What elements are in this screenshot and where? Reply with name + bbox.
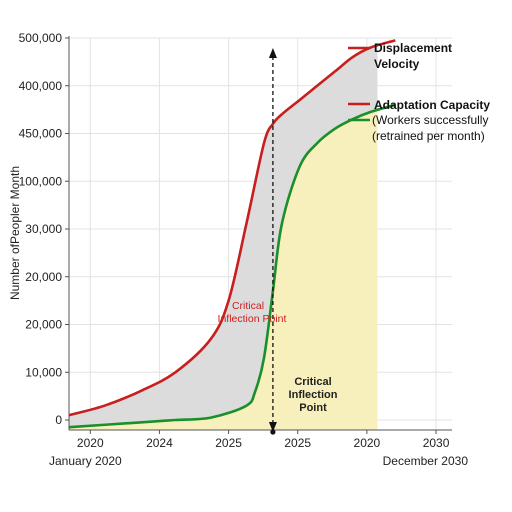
y-axis-ticks: 0 10,000 20,000 20,000 30,000 100,000 450,000 4… <box>19 31 69 427</box>
legend-label-displacement-2: Velocity <box>374 57 420 71</box>
x-end-label: December 2030 <box>383 454 469 468</box>
y-tick-label: 10,000 <box>25 365 62 379</box>
marker-arrow-down <box>268 422 277 432</box>
legend-label-adaptation: Adaptation Capacity <box>374 98 490 112</box>
annotation-red-line2: Inflection Point <box>218 313 287 325</box>
x-tick-label: 2025 <box>284 436 311 450</box>
x-axis-ticks: 2020 2024 2025 2025 2020 2030 <box>77 430 450 450</box>
y-tick-label: 20,000 <box>25 318 62 332</box>
legend-sublabel-1: (Workers successfully <box>372 113 488 127</box>
axes <box>68 36 452 431</box>
x-tick-label: 2020 <box>77 436 104 450</box>
y-tick-label: 450,000 <box>19 127 63 141</box>
y-tick-label: 400,000 <box>19 79 63 93</box>
legend-sublabel-2: (retrained per month) <box>372 129 485 143</box>
y-tick-label: 20,000 <box>25 270 62 284</box>
x-tick-label: 2030 <box>423 436 450 450</box>
y-tick-label: 500,000 <box>19 31 63 45</box>
area-fills <box>69 45 378 430</box>
annotation-dark-line1: Critical <box>294 376 331 388</box>
annotation-dark-line2: Inflection <box>289 389 338 401</box>
capacity-area-fill <box>69 110 378 430</box>
inflection-marker <box>268 48 277 435</box>
annotation-dark-line3: Point <box>299 402 327 414</box>
y-tick-label: 0 <box>55 413 62 427</box>
series-line-displacement-velocity <box>68 39 396 417</box>
annotation-dark: Critical Inflection Point <box>289 376 338 414</box>
x-start-label: January 2020 <box>49 454 122 468</box>
x-tick-label: 2025 <box>215 436 242 450</box>
y-tick-label: 30,000 <box>25 222 62 236</box>
series-lines <box>68 39 396 429</box>
gap-area-fill <box>69 45 378 428</box>
legend-label-displacement: Displacement <box>374 41 452 55</box>
legend: Displacement Velocity Adaptation Capacit… <box>348 41 490 143</box>
series-line-adaptation-capacity <box>68 103 396 429</box>
annotation-red: Critical Inflection Point <box>218 300 287 325</box>
y-tick-label: 100,000 <box>19 174 63 188</box>
y-axis-label: Number ofPeoplеr Month <box>8 166 22 300</box>
marker-arrow-up <box>268 48 277 58</box>
annotation-red-line1: Critical <box>232 300 264 312</box>
x-tick-label: 2020 <box>354 436 381 450</box>
x-tick-label: 2024 <box>146 436 173 450</box>
marker-dot <box>270 429 276 435</box>
